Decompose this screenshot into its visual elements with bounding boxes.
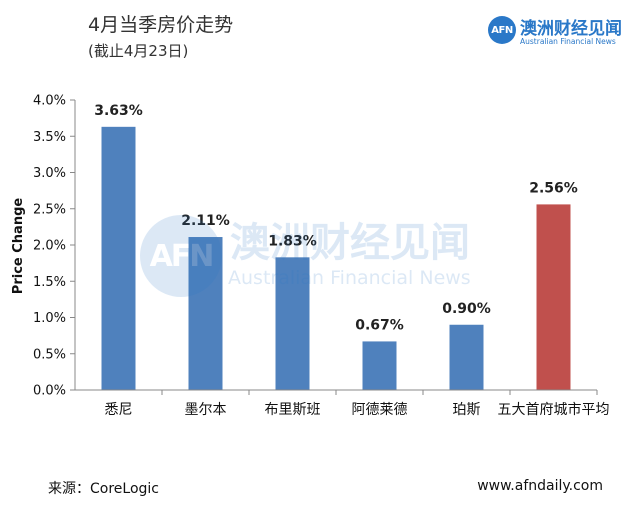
bar (188, 237, 223, 390)
x-tick-label: 墨尔本 (185, 402, 227, 418)
x-tick-label: 悉尼 (105, 402, 133, 418)
x-axis-labels: 悉尼 墨尔本 布里斯班 阿德莱德 珀斯 五大首府城市平均 (105, 401, 610, 418)
y-tick-label: 3.5% (33, 130, 66, 145)
y-axis-title: Price Change (11, 198, 26, 295)
source-note: 来源：CoreLogic (48, 481, 159, 497)
bars (101, 126, 571, 390)
y-tick-label: 0.5% (33, 347, 66, 362)
y-tick-label: 3.0% (33, 166, 66, 181)
value-labels: 3.63% 2.11% 1.83% 0.67% 0.90% 2.56% (94, 103, 578, 334)
x-tick-label: 阿德莱德 (352, 402, 408, 418)
chart-subtitle: (截止4月23日) (88, 42, 189, 60)
bar (101, 126, 136, 390)
y-tick-label: 0.0% (33, 384, 66, 399)
website-url: www.afndaily.com (477, 478, 603, 494)
y-tick-label: 2.5% (33, 202, 66, 217)
y-axis-ticks: 0.0% 0.5% 1.0% 1.5% 2.0% 2.5% 3.0% 3.5% 4.0% (33, 94, 75, 399)
data-label: 3.63% (94, 103, 143, 119)
afn-logo: AFN 澳洲财经见闻 Australian Financial News (488, 14, 622, 48)
afn-logo-cn: 澳洲财经见闻 (520, 19, 622, 39)
y-tick-label: 4.0% (33, 94, 66, 109)
bar (449, 324, 484, 390)
y-tick-label: 2.0% (33, 239, 66, 254)
bar (536, 204, 571, 390)
afn-logo-en: Australian Financial News (520, 37, 616, 46)
bar (362, 341, 397, 390)
afn-logo-badge: AFN (488, 16, 516, 44)
data-label: 2.11% (181, 213, 230, 229)
data-label: 0.90% (442, 301, 491, 317)
bar (275, 257, 310, 390)
data-label: 2.56% (529, 180, 578, 196)
y-tick-label: 1.0% (33, 311, 66, 326)
data-label: 0.67% (355, 317, 404, 333)
x-tick-label: 布里斯班 (265, 402, 321, 418)
y-tick-label: 1.5% (33, 275, 66, 290)
data-label: 1.83% (268, 233, 317, 249)
x-tick-label: 珀斯 (453, 402, 481, 418)
x-tick-label: 五大首府城市平均 (498, 401, 610, 418)
chart-title: 4月当季房价走势 (88, 14, 234, 36)
